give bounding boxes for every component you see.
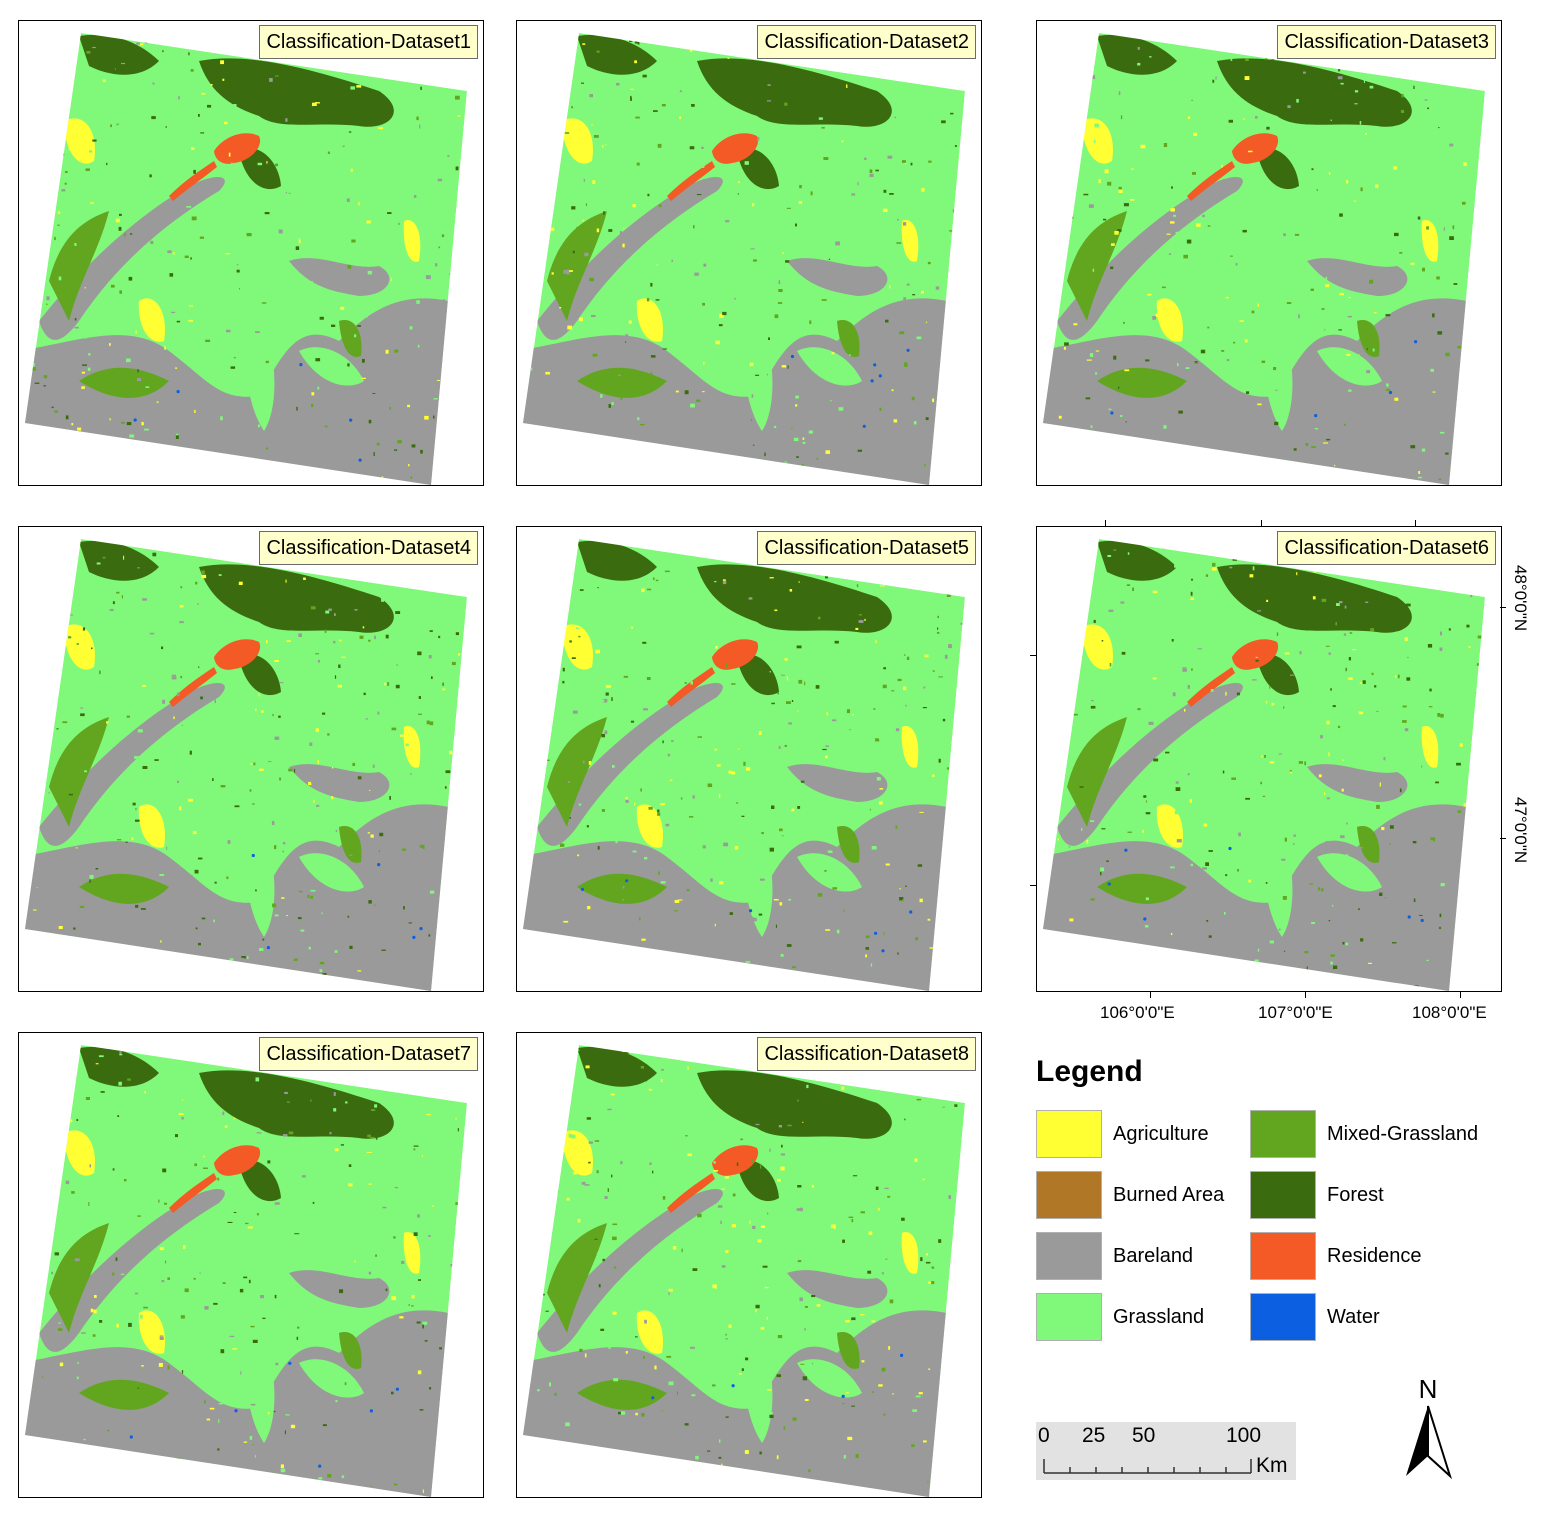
legend-label: Forest [1327,1184,1384,1206]
panel-title: Classification-Dataset2 [757,25,976,59]
legend-swatch [1250,1293,1316,1341]
latitude-label: 48°0'0"N [1511,565,1530,632]
classification-map [523,33,965,485]
graticule-tick [1150,992,1151,998]
legend-swatch [1250,1110,1316,1158]
map-panel-4: Classification-Dataset4 [18,526,484,992]
north-label: N [1419,1374,1438,1404]
graticule-tick [1415,520,1416,526]
classification-map [25,539,467,991]
legend-label: Water [1327,1306,1380,1328]
scale-bar-tick-label: 25 [1082,1424,1106,1447]
map-panel-5: Classification-Dataset5 [516,526,982,992]
legend-swatch [1036,1110,1102,1158]
legend-swatch [1250,1232,1316,1280]
legend-swatch [1036,1232,1102,1280]
latitude-label: 47°0'0"N [1511,797,1530,864]
map-panel-8: Classification-Dataset8 [516,1032,982,1498]
scale-bar-tick-label: 100 [1226,1424,1262,1447]
legend-label: Burned Area [1113,1184,1225,1206]
legend-label: Mixed-Grassland [1327,1123,1479,1145]
scale-bar-ruler [1043,1459,1252,1474]
map-panel-1: Classification-Dataset1 [18,20,484,486]
map-panel-2: Classification-Dataset2 [516,20,982,486]
classification-map [523,539,965,991]
legend-swatch [1250,1171,1316,1219]
north-arrow-icon: N [1400,1372,1460,1487]
classification-map [25,33,467,485]
graticule-tick [1460,992,1461,998]
legend-label: Grassland [1113,1306,1205,1328]
legend-label: Residence [1327,1245,1422,1267]
scale-bar-unit: Km [1256,1454,1288,1477]
legend-swatch [1036,1171,1102,1219]
panel-title: Classification-Dataset8 [757,1037,976,1071]
scale-bar-tick-label: 50 [1132,1424,1156,1447]
classification-map [1043,539,1485,991]
map-panel-3: Classification-Dataset3 [1036,20,1502,486]
graticule-tick [1500,838,1506,839]
classification-map [25,1045,467,1497]
panel-title: Classification-Dataset3 [1277,25,1496,59]
map-panel-6: Classification-Dataset6 [1036,526,1502,992]
graticule-tick [1030,885,1036,886]
panel-title: Classification-Dataset6 [1277,531,1496,565]
longitude-label: 108°0'0"E [1412,1003,1487,1022]
graticule-tick [1261,520,1262,526]
graticule-tick [1030,655,1036,656]
panel-title: Classification-Dataset7 [259,1037,478,1071]
panel-title: Classification-Dataset5 [757,531,976,565]
legend-label: Bareland [1113,1245,1194,1267]
map-panel-7: Classification-Dataset7 [18,1032,484,1498]
classification-map [1043,33,1485,485]
legend-title: Legend [1036,1055,1143,1088]
classification-map [523,1045,965,1497]
graticule-tick [1305,992,1306,998]
longitude-label: 107°0'0"E [1258,1003,1333,1022]
panel-title: Classification-Dataset1 [259,25,478,59]
graticule-tick [1500,607,1506,608]
scale-bar-tick-label: 0 [1038,1424,1050,1447]
scale-bar: 0 25 50 100 Km [1036,1422,1296,1480]
graticule-tick [1105,520,1106,526]
longitude-label: 106°0'0"E [1100,1003,1175,1022]
legend-swatch [1036,1293,1102,1341]
panel-title: Classification-Dataset4 [259,531,478,565]
legend-label: Agriculture [1113,1123,1209,1145]
